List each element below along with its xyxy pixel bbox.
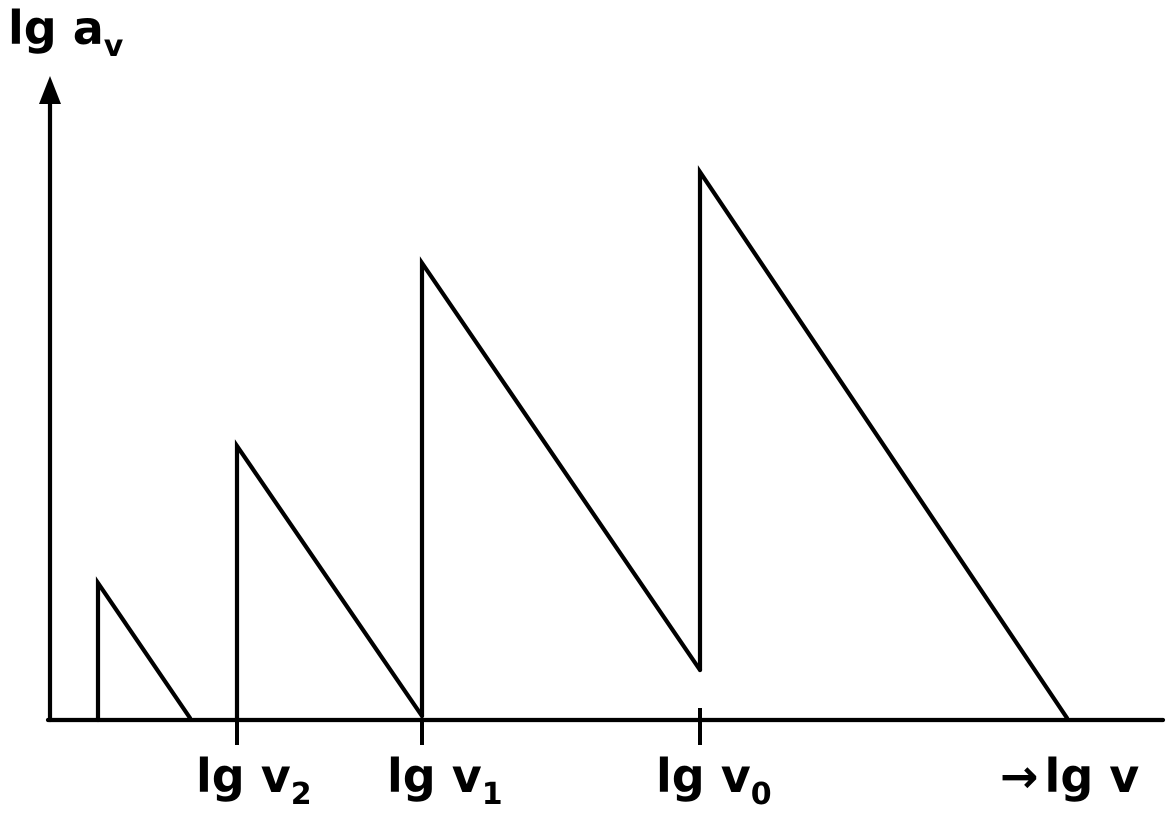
y-axis-label-sub: v (104, 29, 124, 64)
y-axis-arrowhead (39, 76, 61, 104)
x-axis-label-main: lg v (1045, 749, 1140, 803)
y-axis-label: lg av (8, 1, 124, 64)
tick-label-lgv1: lg v1 (387, 749, 503, 812)
tick-label-lgv2: lg v2 (196, 749, 312, 812)
tick-label-lgv0: lg v0 (656, 749, 772, 812)
edge-segment-lgv0 (697, 165, 1070, 721)
edge-segment-lgv1 (419, 256, 703, 719)
edge-segment-l (95, 576, 193, 723)
x-axis-label: → lg v (1000, 749, 1139, 803)
y-axis-label-main: lg a (8, 1, 104, 55)
x-axis-arrow-glyph: → (1000, 749, 1039, 803)
edge-segment-lgv2 (234, 439, 425, 723)
